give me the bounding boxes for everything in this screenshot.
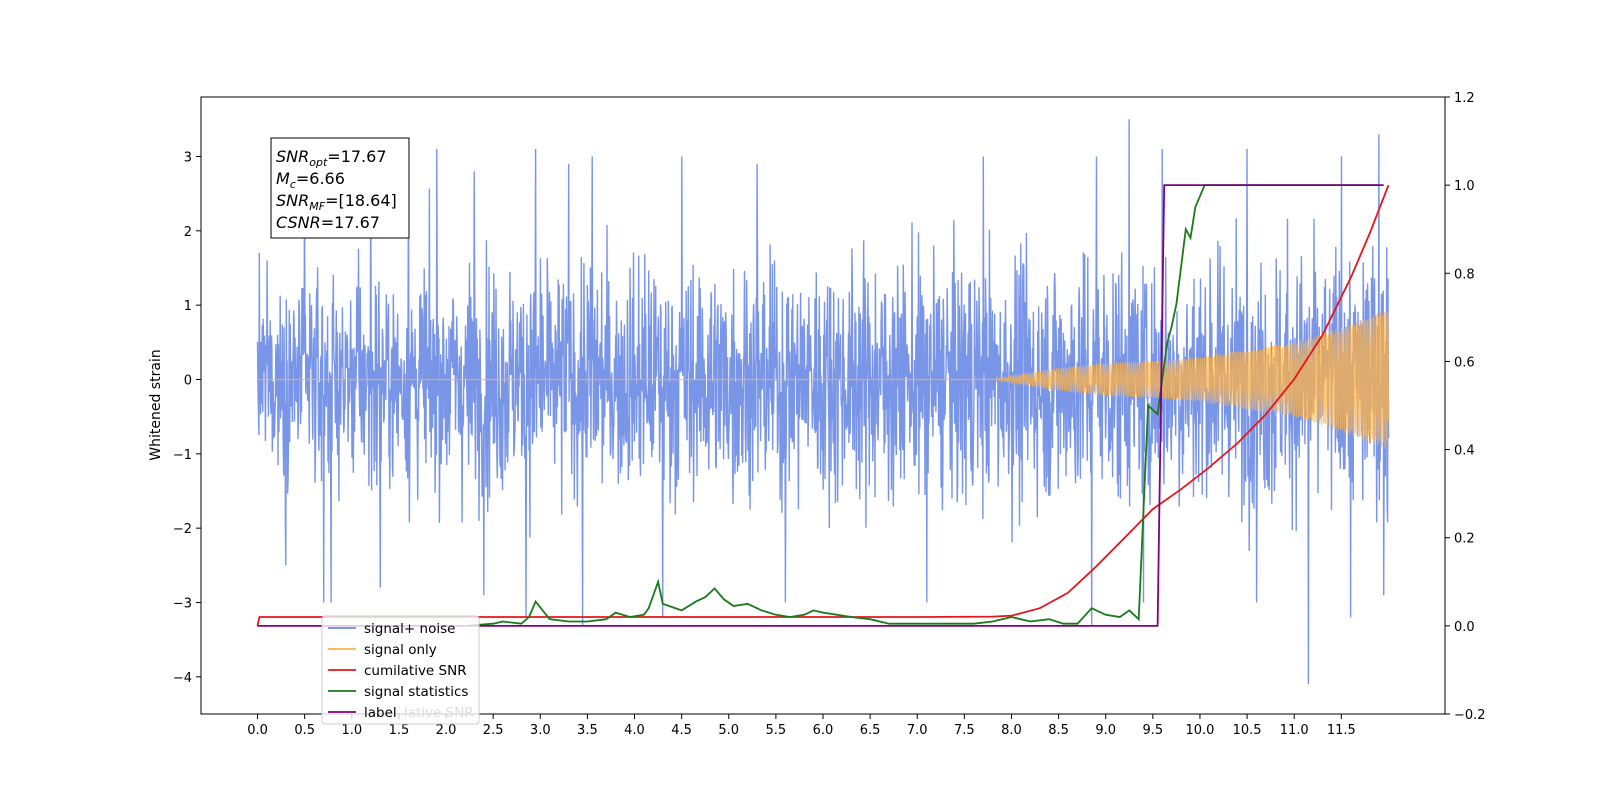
x-tick-label: 4.5 <box>671 723 692 738</box>
legend-frame <box>321 615 480 725</box>
legend-overlap-text: lative SNR <box>404 705 474 721</box>
label-line <box>257 184 1384 627</box>
y-right-tick-label: 0.2 <box>1454 532 1475 547</box>
y-left-tick-label: 0 <box>184 373 192 388</box>
y-left-tick-label: −4 <box>173 671 192 686</box>
annotation-frame <box>270 137 410 239</box>
x-tick-label: 2.0 <box>436 723 457 738</box>
x-tick-label: 10.5 <box>1233 723 1262 738</box>
x-tick-label: 3.0 <box>530 723 551 738</box>
y-left-tick-label: 3 <box>184 150 192 165</box>
annotation-lines: SNRopt=17.67Mc=6.66SNRMF=[18.64]CSNR=17.… <box>276 147 397 232</box>
x-tick-label: 7.5 <box>954 723 975 738</box>
legend-label-signal-only: signal only <box>364 642 437 658</box>
annotation-line: CSNR=17.67 <box>276 213 380 232</box>
x-axis: 0.0 0.5 1.0 1.5 2.0 2.5 3.0 3.5 4.0 4.5 5.0 5.5 6.0 6… <box>247 714 1356 738</box>
signal-statistics-line <box>464 184 1379 627</box>
x-tick-label: 4.0 <box>624 723 645 738</box>
legend-label-label: label <box>364 705 397 721</box>
legend-label-cumilative-snr: cumilative SNR <box>364 663 467 679</box>
x-tick-label: 6.5 <box>860 723 881 738</box>
y-axis-right: −0.2 0.0 0.2 0.4 0.6 0.8 1.0 1.2 <box>1445 91 1486 723</box>
x-tick-label: 5.5 <box>766 723 787 738</box>
legend-label-signal-noise: signal+ noise <box>364 621 455 637</box>
y-right-tick-label: 1.2 <box>1454 91 1475 106</box>
snr-annotation-box: SNRopt=17.67Mc=6.66SNRMF=[18.64]CSNR=17.… <box>270 137 410 239</box>
x-tick-label: 10.0 <box>1185 723 1214 738</box>
signal-only-line <box>257 311 1390 449</box>
y-right-tick-label: 0.6 <box>1454 355 1475 370</box>
series-layer <box>256 119 1390 685</box>
x-tick-label: 9.0 <box>1095 723 1116 738</box>
y-right-tick-label: 1.0 <box>1454 179 1475 194</box>
y-left-tick-label: −1 <box>173 448 192 463</box>
x-tick-label: 3.5 <box>577 723 598 738</box>
y-axis-label: Whitened strain <box>148 349 164 460</box>
x-tick-label: 7.0 <box>907 723 928 738</box>
x-tick-label: 1.0 <box>341 723 362 738</box>
signal-noise-line <box>256 119 1390 685</box>
annotation-line: SNRopt=17.67 <box>276 147 387 169</box>
y-axis-left: −4 −3 −2 −1 0 1 2 3 <box>173 150 201 686</box>
x-tick-label: 8.0 <box>1001 723 1022 738</box>
annotation-line: SNRMF=[18.64] <box>276 191 397 213</box>
legend-label-signal-statistics: signal statistics <box>364 684 468 700</box>
y-right-tick-label: 0.4 <box>1454 444 1475 459</box>
y-left-tick-label: 2 <box>184 225 192 240</box>
x-tick-label: 11.0 <box>1280 723 1309 738</box>
x-tick-label: 2.5 <box>483 723 504 738</box>
annotation-line: Mc=6.66 <box>276 169 345 191</box>
x-tick-label: 0.5 <box>294 723 315 738</box>
x-tick-label: 8.5 <box>1048 723 1069 738</box>
x-tick-label: 9.5 <box>1143 723 1164 738</box>
x-tick-label: 0.0 <box>247 723 268 738</box>
y-left-tick-label: −3 <box>173 596 192 611</box>
y-right-tick-label: 0.8 <box>1454 267 1475 282</box>
x-tick-label: 11.5 <box>1327 723 1356 738</box>
y-right-tick-label: 0.0 <box>1454 620 1475 635</box>
y-right-tick-label: −0.2 <box>1454 708 1486 723</box>
y-left-tick-label: 1 <box>184 299 192 314</box>
y-left-tick-label: −2 <box>173 522 192 537</box>
x-tick-label: 1.5 <box>389 723 410 738</box>
legend: signal+ noise signal only cumilative SNR si… <box>321 615 480 725</box>
x-tick-label: 5.0 <box>718 723 739 738</box>
x-tick-label: 6.0 <box>813 723 834 738</box>
